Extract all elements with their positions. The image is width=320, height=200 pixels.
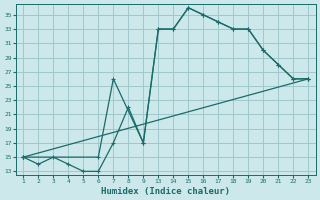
X-axis label: Humidex (Indice chaleur): Humidex (Indice chaleur) <box>101 187 230 196</box>
